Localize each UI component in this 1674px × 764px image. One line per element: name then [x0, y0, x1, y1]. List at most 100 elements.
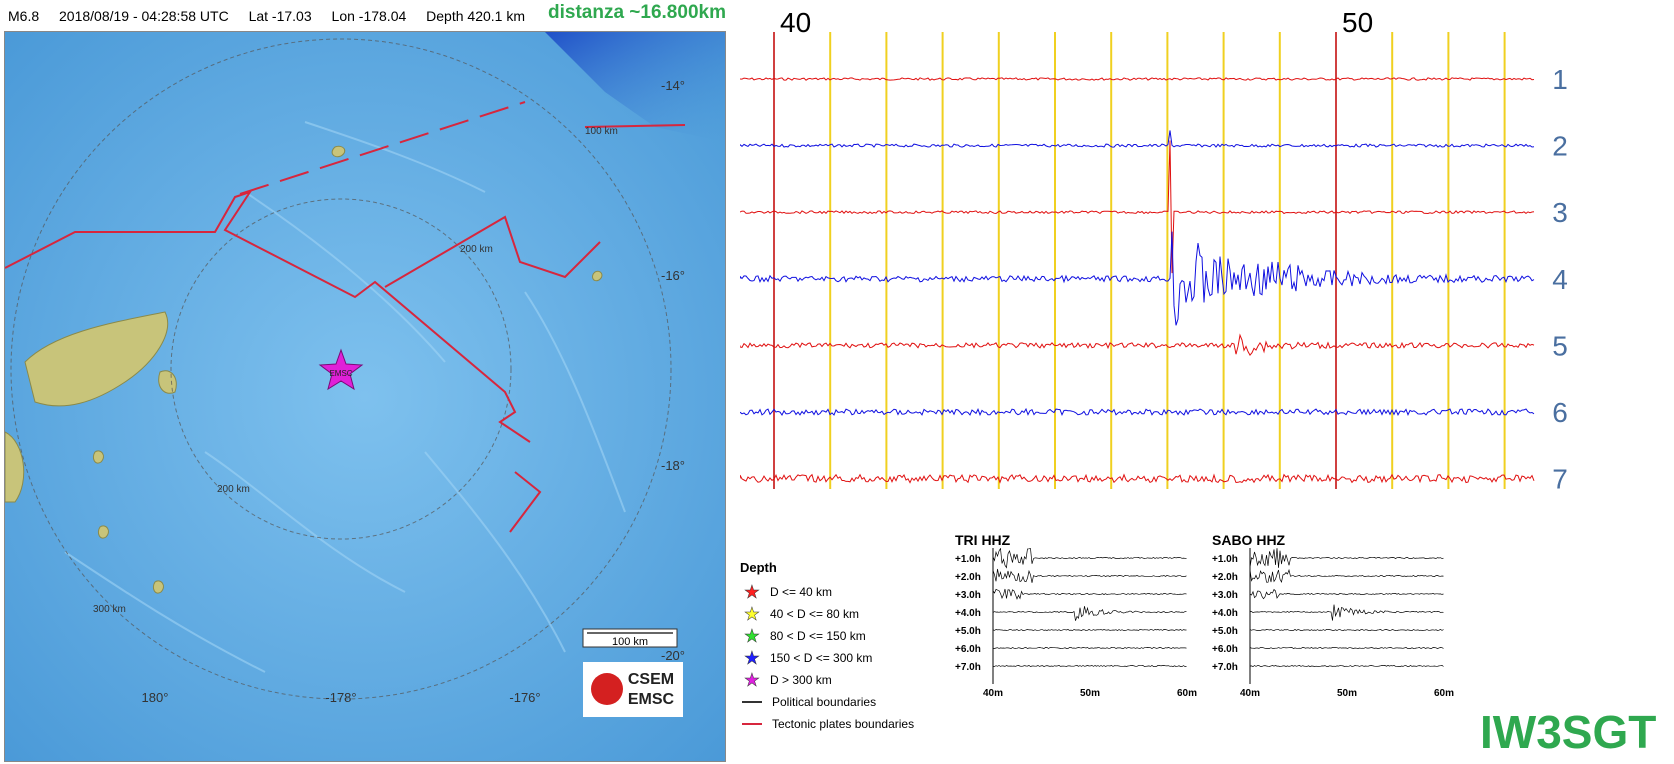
trace-4: [739, 231, 1535, 326]
trace-labels: 1 2 3 4 5 6 7: [1552, 64, 1568, 495]
star-icon: ★: [743, 581, 761, 602]
islands: [5, 145, 603, 594]
ocean: [5, 32, 725, 761]
lat-label: -16°: [661, 268, 685, 283]
epicenter-star: [318, 348, 364, 391]
trace-label: 3: [1552, 197, 1568, 228]
legend-boundary: Tectonic plates boundaries: [740, 713, 960, 735]
line-icon: [742, 701, 762, 703]
helicorder-trace: [992, 647, 1187, 650]
star-icon: ★: [743, 669, 761, 690]
helicorder-row-label: +1.0h: [955, 554, 981, 565]
helicorder-x-label: 40m: [1240, 688, 1260, 698]
helicorder-row-label: +6.0h: [955, 644, 981, 655]
distance-label: distanza ~16.800km: [548, 2, 726, 23]
helicorder-title: TRI HHZ: [955, 532, 1011, 548]
legend-label: Tectonic plates boundaries: [772, 717, 915, 731]
line-icon: [742, 723, 762, 725]
legend-label: 40 < D <= 80 km: [770, 607, 860, 621]
helicorder-trace: [1249, 664, 1444, 668]
minute-label-50: 50: [1342, 7, 1373, 38]
trace-2: [739, 130, 1535, 148]
helicorder-row-label: +3.0h: [955, 590, 981, 601]
helicorder-row-label: +5.0h: [1212, 626, 1238, 637]
distance-rings: [10, 38, 672, 700]
station-callsign: IW3SGT: [1480, 706, 1657, 758]
event-lon: Lon -178.04: [331, 8, 407, 24]
ring-label: 200 km: [217, 484, 250, 495]
epicenter-label: EMSC: [329, 369, 352, 378]
deep-trench: [545, 32, 725, 142]
lon-label: -178°: [325, 690, 356, 705]
helicorder-trace: [1249, 588, 1444, 600]
trace-label: 6: [1552, 397, 1568, 428]
star-icon: ★: [743, 647, 761, 668]
helicorder-row-label: +4.0h: [955, 608, 981, 619]
helicorder-row-label: +7.0h: [1212, 662, 1238, 673]
magnitude: M6.8: [8, 8, 40, 24]
helicorder-x-label: 60m: [1177, 688, 1197, 698]
map-svg: EMSC -14° -16° -18° -20° 180° -178° -176…: [5, 32, 725, 761]
logo-csem: CSEM: [628, 671, 674, 688]
legend-item: ★ D > 300 km: [740, 669, 960, 691]
ring-label: 200 km: [460, 244, 493, 255]
depth-legend: Depth ★ D <= 40 km ★ 40 < D <= 80 km ★ 80 < D…: [740, 560, 960, 760]
legend-item: ★ 150 < D <= 300 km: [740, 647, 960, 669]
tectonic-boundaries: [5, 101, 686, 533]
scale-label: 100 km: [612, 636, 648, 648]
legend-label: 80 < D <= 150 km: [770, 629, 866, 643]
seafloor-texture: [64, 121, 626, 673]
legend-label: 150 < D <= 300 km: [770, 651, 873, 665]
trace-label: 7: [1552, 464, 1568, 495]
helicorder-row-label: +4.0h: [1212, 608, 1238, 619]
helicorder-trace: [992, 588, 1187, 600]
helicorder-row-label: +6.0h: [1212, 644, 1238, 655]
time-grid: [773, 32, 1506, 489]
helicorder-x-label: 50m: [1080, 688, 1100, 698]
legend-item: ★ 40 < D <= 80 km: [740, 603, 960, 625]
epicenter-map: EMSC -14° -16° -18° -20° 180° -178° -176…: [4, 31, 726, 762]
helicorder-row-label: +5.0h: [955, 626, 981, 637]
trace-label: 1: [1552, 64, 1568, 95]
helicorder-svg: +1.0h +2.0h +3.0h +4.0h +5.0h +6.0h +7.0h 40m 50…: [1212, 548, 1454, 699]
helicorder-trace: [1249, 628, 1444, 632]
lat-label: -20°: [661, 648, 685, 663]
lat-label: -14°: [661, 78, 685, 93]
trace-label: 5: [1552, 330, 1568, 361]
ring-label: 300 km: [93, 604, 126, 615]
helicorder-svg: +1.0h +2.0h +3.0h +4.0h +5.0h +6.0h +7.0h 40m 50…: [955, 547, 1197, 699]
trace-7: [739, 473, 1535, 484]
star-icon: ★: [743, 603, 761, 624]
lon-label: -176°: [509, 690, 540, 705]
ring-label: 100 km: [585, 126, 618, 137]
event-header: M6.8 2018/08/19 - 04:28:58 UTC Lat -17.0…: [8, 8, 541, 24]
lon-label: 180°: [142, 690, 169, 705]
seismogram-svg: 40 50 1 2 3 4 5 6 7: [739, 7, 1568, 495]
minute-label-40: 40: [780, 7, 811, 38]
seismic-traces: [739, 77, 1535, 484]
helicorder-trace: [992, 547, 1187, 569]
helicorder-row-label: +3.0h: [1212, 590, 1238, 601]
logo-emsc: EMSC: [628, 691, 675, 708]
trace-label: 2: [1552, 131, 1568, 162]
event-depth: Depth 420.1 km: [426, 8, 525, 24]
helicorder-sabo: SABO HHZ +1.0h +2.0h +3.0h +4.0h +5.0h +6.0h +…: [1212, 532, 1472, 702]
legend-label: D > 300 km: [770, 673, 832, 687]
helicorder-trace: [992, 568, 1187, 583]
legend-label: Political boundaries: [772, 695, 877, 709]
helicorder-title: SABO HHZ: [1212, 532, 1286, 548]
legend-label: D <= 40 km: [770, 585, 833, 599]
helicorder-row-label: +1.0h: [1212, 554, 1238, 565]
helicorder-trace: [1249, 604, 1444, 621]
star-icon: ★: [743, 625, 761, 646]
helicorder-trace: [992, 628, 1187, 632]
helicorder-trace: [992, 664, 1187, 668]
trace-1: [739, 77, 1535, 81]
trace-label: 4: [1552, 264, 1568, 295]
helicorder-row-label: +2.0h: [955, 572, 981, 583]
helicorder-row-label: +7.0h: [955, 662, 981, 673]
event-lat: Lat -17.03: [248, 8, 312, 24]
helicorder-x-label: 60m: [1434, 688, 1454, 698]
seismogram-panel: 40 50 1 2 3 4 5 6 7: [739, 4, 1674, 522]
legend-title: Depth: [740, 560, 777, 575]
